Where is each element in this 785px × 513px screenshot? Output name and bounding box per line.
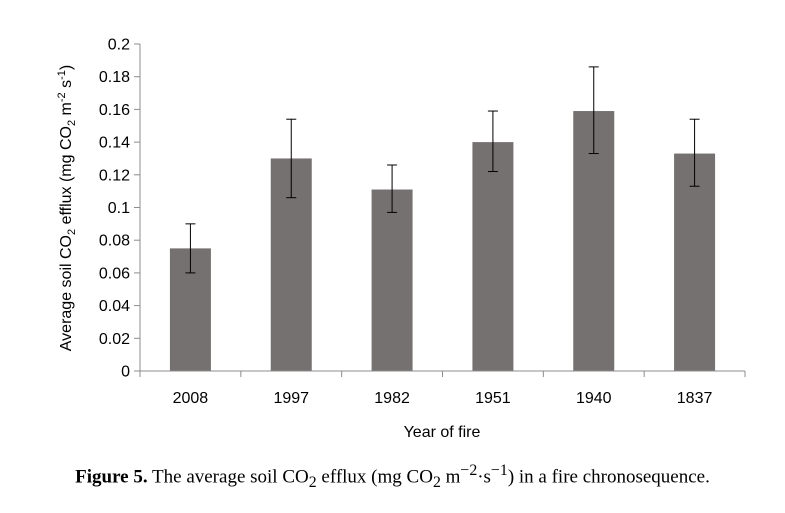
y-tick-label: 0.12 <box>99 167 130 184</box>
y-axis-title-part: s <box>58 80 75 92</box>
caption-superscript: −1 <box>490 462 508 479</box>
error-bars <box>185 66 700 274</box>
caption-subscript: 2 <box>432 474 441 492</box>
y-axis-title-part: m <box>58 102 75 120</box>
y-axis-title-superscript: -1 <box>56 70 68 80</box>
error-bar-1940 <box>588 66 599 155</box>
y-axis-title-part: Average soil CO <box>58 235 75 351</box>
x-tick-label: 1997 <box>273 390 309 407</box>
error-bar-1997 <box>286 118 297 199</box>
bar-1982 <box>371 189 413 371</box>
y-axis-title-superscript: -2 <box>56 92 68 102</box>
error-bar-2008 <box>185 223 196 274</box>
x-axis-ticks: 2008 1997 1982 1951 1940 1837 <box>139 371 746 407</box>
error-bar-1837 <box>689 118 700 187</box>
x-axis-title: Year of fire <box>404 424 481 441</box>
bar-1951 <box>472 142 514 371</box>
y-axis-title: Average soil CO2 efflux (mg CO2 m-2 s-1) <box>56 65 78 351</box>
y-tick-label: 0.02 <box>99 331 130 348</box>
caption-text: ) in a fire chronosequence. <box>507 466 710 488</box>
x-tick-label: 1982 <box>374 390 410 407</box>
bar-1940 <box>573 111 615 371</box>
x-tick-label: 1951 <box>475 390 511 407</box>
bar-chart: 00.020.040.060.080.10.120.140.160.180.2 … <box>56 37 746 441</box>
y-tick-label: 0.06 <box>99 265 130 282</box>
y-axis-title-part: efflux (mg CO <box>58 126 75 229</box>
y-tick-label: 0.1 <box>108 200 130 217</box>
y-tick-label: 0.2 <box>108 37 130 54</box>
bar-1837 <box>674 153 716 371</box>
caption-text: The average soil CO <box>147 466 309 488</box>
caption-label: Figure 5. <box>75 466 148 488</box>
y-axis-title-part: ) <box>58 65 75 70</box>
bars <box>169 111 716 371</box>
caption-text: ·s <box>477 466 491 488</box>
error-bar-1951 <box>487 110 498 173</box>
x-tick-label: 1837 <box>677 390 713 407</box>
y-tick-label: 0.18 <box>99 69 130 86</box>
x-tick-label: 2008 <box>173 390 209 407</box>
y-axis-title-subscript: 2 <box>66 229 78 235</box>
error-bar-1982 <box>387 164 398 213</box>
caption-superscript: −2 <box>460 462 478 479</box>
y-tick-label: 0.04 <box>99 298 130 315</box>
y-axis-title-subscript: 2 <box>66 120 78 126</box>
caption-text: m <box>440 466 461 488</box>
y-tick-label: 0.16 <box>99 102 130 119</box>
x-tick-label: 1940 <box>576 390 612 407</box>
figure-caption: Figure 5. The average soil CO2 efflux (m… <box>0 462 785 492</box>
caption-text: efflux (mg CO <box>316 466 433 488</box>
caption-subscript: 2 <box>308 474 317 492</box>
y-tick-label: 0 <box>121 364 130 381</box>
y-tick-label: 0.14 <box>99 135 130 152</box>
y-tick-label: 0.08 <box>99 233 130 250</box>
y-axis-ticks: 0 0.02 0.04 0.06 0.08 0.1 0.12 0.14 0.16 0.18 0.2 <box>99 37 140 381</box>
